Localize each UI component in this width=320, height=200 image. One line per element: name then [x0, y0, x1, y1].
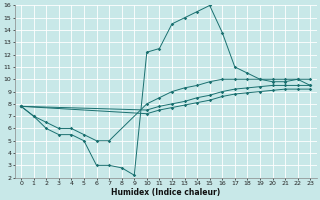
X-axis label: Humidex (Indice chaleur): Humidex (Indice chaleur) [111, 188, 220, 197]
